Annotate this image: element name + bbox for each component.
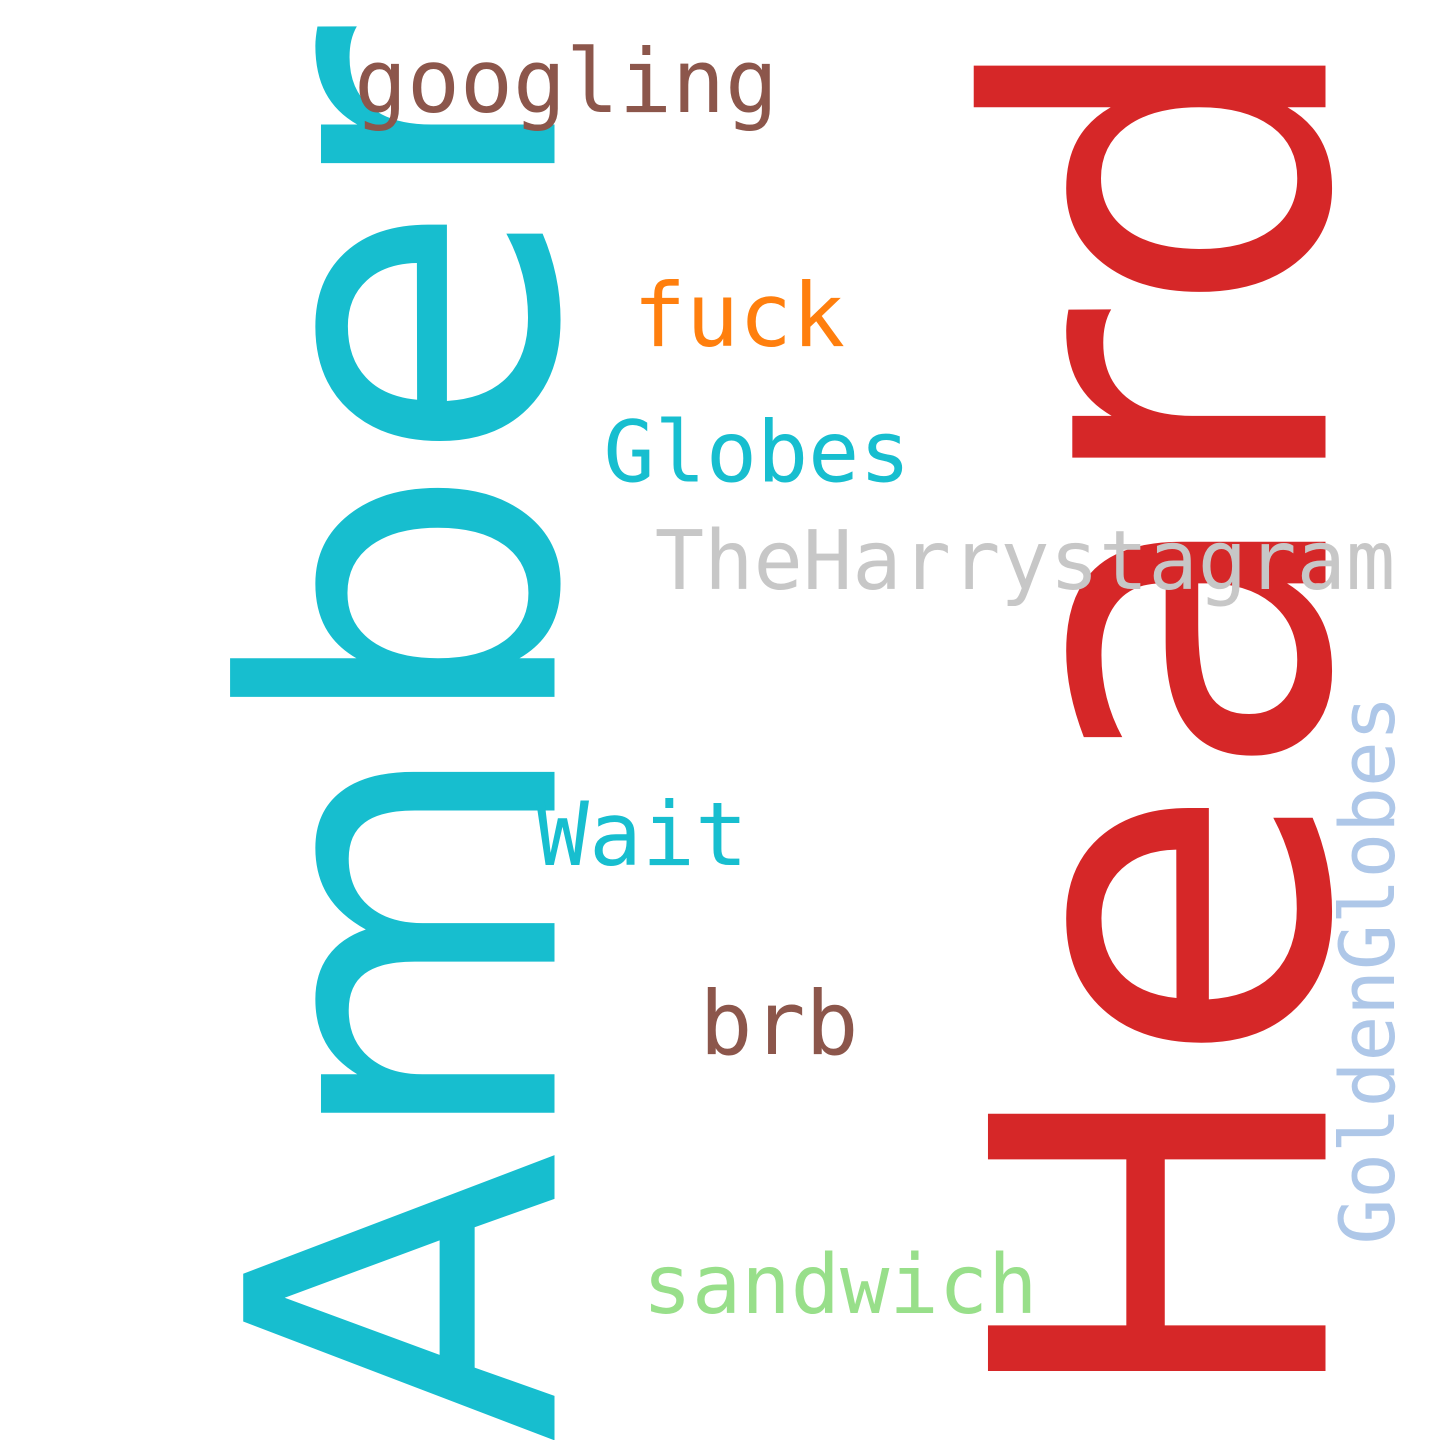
- word-theharrystagram: TheHarrystagram: [654, 514, 1396, 609]
- word-globes: Globes: [603, 403, 911, 503]
- word-sandwich: sandwich: [642, 1238, 1038, 1333]
- word-wait: Wait: [536, 783, 748, 886]
- word-goldenglobes: GoldenGlobes: [1323, 695, 1412, 1245]
- word-googling: googling: [354, 30, 778, 133]
- word-brb: brb: [699, 972, 859, 1075]
- word-amber: Amber: [158, 26, 656, 1440]
- word-fuck: fuck: [633, 264, 845, 367]
